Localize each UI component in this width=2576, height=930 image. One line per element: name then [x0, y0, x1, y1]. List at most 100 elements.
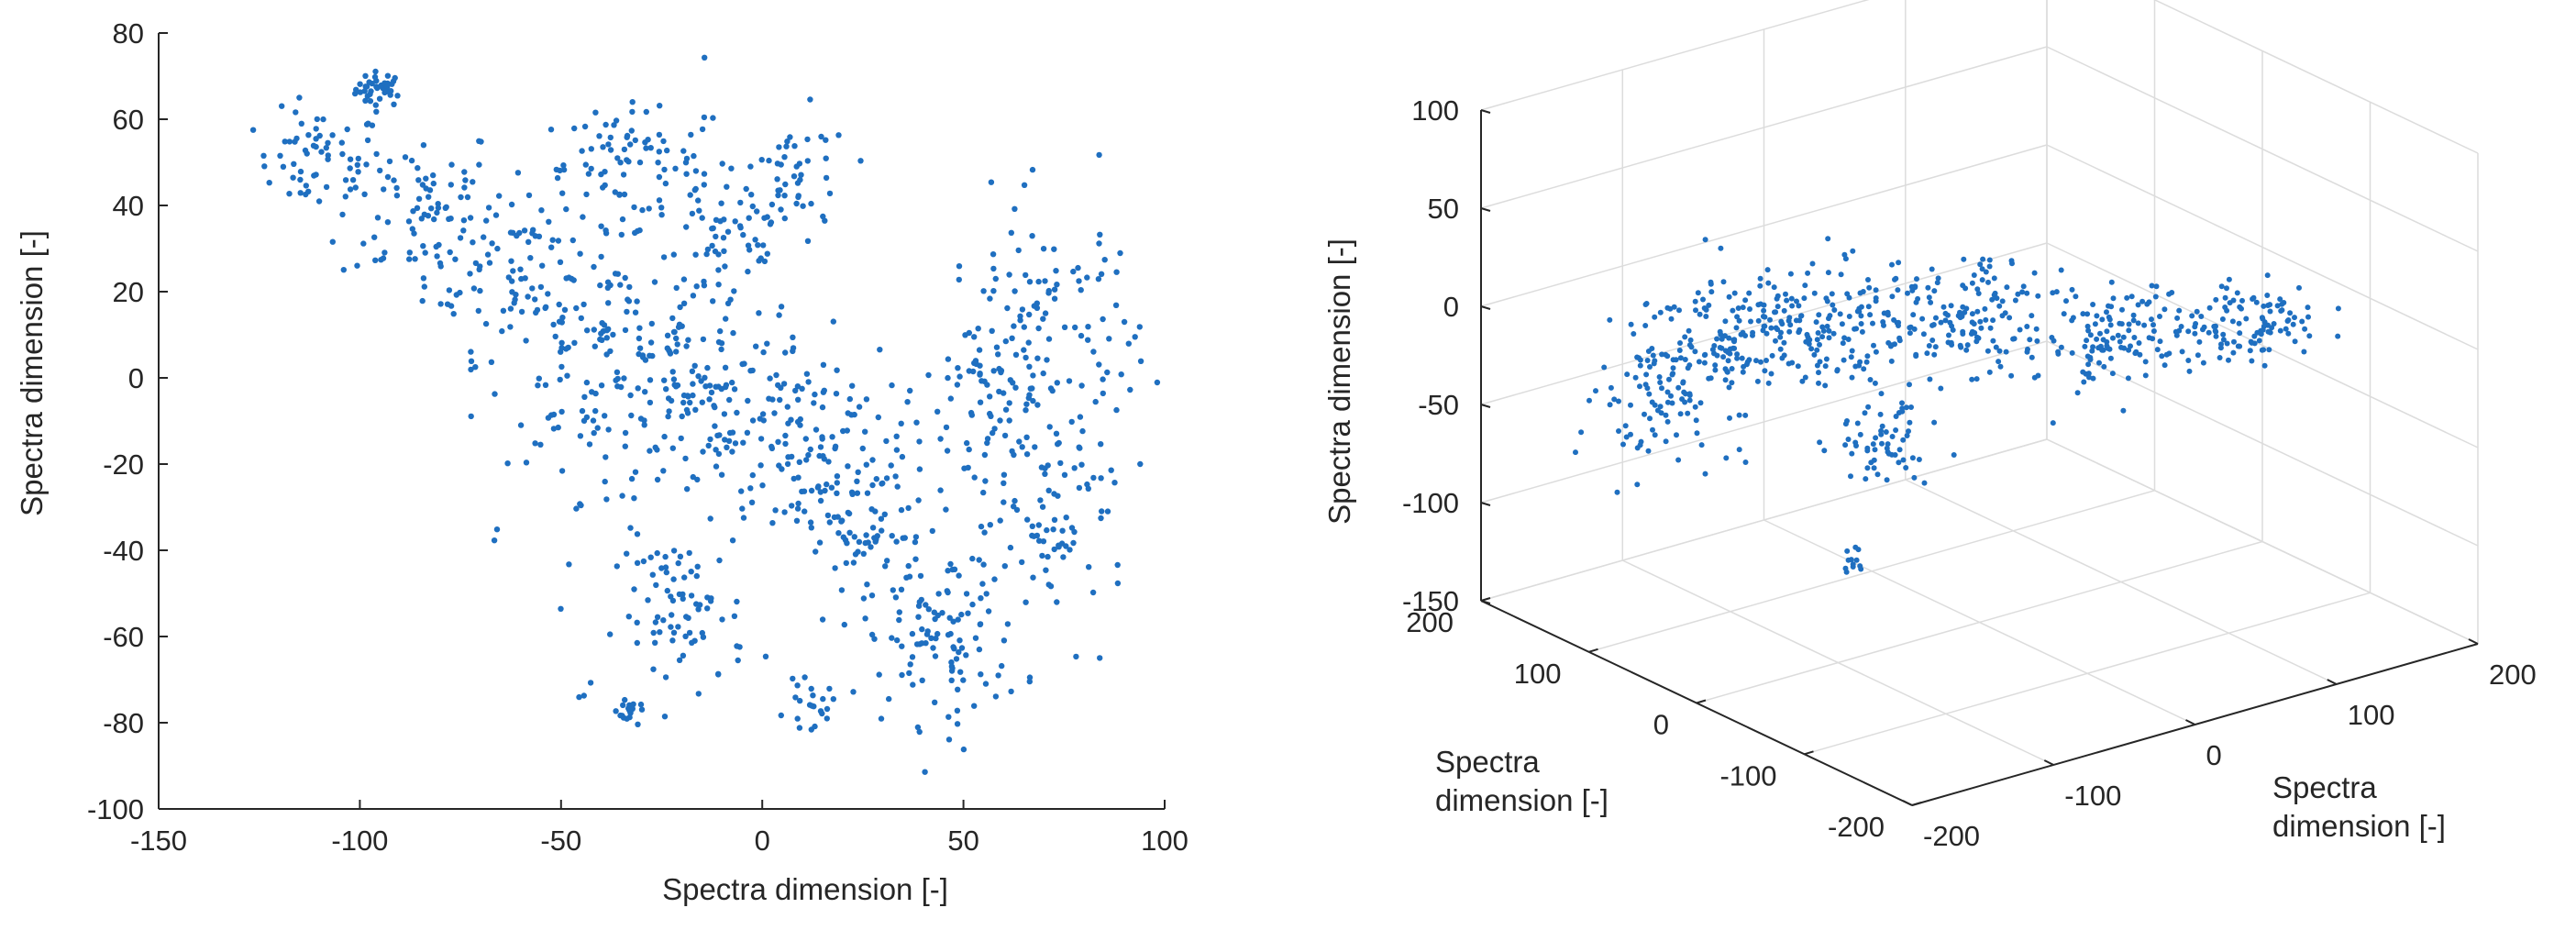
data-point	[701, 182, 707, 188]
data-point	[260, 152, 267, 159]
data-point	[2101, 363, 2107, 370]
z-tick-mark	[1480, 404, 1491, 408]
data-point	[755, 242, 761, 249]
data-point	[1973, 338, 1980, 345]
data-point	[689, 368, 696, 374]
data-point	[1098, 515, 1104, 522]
data-point	[437, 260, 444, 267]
data-point	[691, 152, 697, 160]
data-point	[664, 147, 670, 154]
data-point	[1896, 335, 1903, 341]
data-point	[923, 602, 929, 608]
data-point	[968, 412, 976, 418]
data-point	[1698, 442, 1705, 448]
data-point	[1892, 276, 1897, 282]
data-point	[716, 557, 723, 564]
data-point	[945, 374, 951, 382]
data-point	[635, 385, 641, 392]
data-point	[980, 489, 987, 496]
data-point	[984, 436, 991, 442]
data-point	[909, 630, 916, 637]
data-point	[916, 438, 923, 445]
data-point	[978, 523, 985, 530]
data-point	[1873, 349, 1879, 355]
data-point	[1664, 399, 1671, 405]
data-point	[1802, 374, 1808, 381]
data-point	[995, 672, 1001, 679]
data-point	[823, 137, 829, 143]
data-point	[1849, 450, 1855, 457]
data-point	[977, 621, 984, 627]
data-point	[1857, 290, 1863, 296]
data-point	[1771, 284, 1777, 291]
data-point	[374, 215, 381, 221]
data-point	[580, 417, 588, 424]
data-point	[983, 591, 989, 597]
data-point	[362, 83, 369, 90]
data-point	[835, 530, 842, 537]
data-point	[1106, 336, 1112, 342]
data-point	[740, 439, 746, 446]
y-tick-label: 0	[1653, 709, 1669, 741]
data-point	[352, 184, 359, 191]
data-point	[665, 413, 671, 420]
data-point	[2153, 283, 2160, 290]
data-point	[547, 127, 555, 133]
data-point	[476, 161, 482, 168]
data-point	[1712, 367, 1719, 373]
data-point	[261, 163, 268, 170]
z-tick-label: -150	[1402, 585, 1459, 617]
data-point	[1030, 372, 1036, 379]
data-point	[1623, 434, 1630, 440]
data-point	[1742, 297, 1749, 304]
data-point	[313, 136, 319, 142]
data-point	[555, 424, 561, 431]
data-point	[349, 177, 357, 183]
data-point	[2085, 361, 2092, 368]
data-point	[1063, 515, 1069, 521]
data-point	[305, 188, 312, 194]
data-point	[2108, 304, 2115, 310]
data-point	[614, 369, 621, 375]
data-point	[955, 365, 961, 371]
data-point	[361, 191, 368, 197]
data-point	[2213, 296, 2219, 303]
data-point	[950, 644, 956, 650]
data-point	[819, 616, 826, 623]
data-point	[545, 291, 551, 297]
data-point	[1758, 359, 1763, 365]
data-point	[2185, 358, 2192, 363]
data-point	[737, 225, 744, 231]
data-point	[512, 296, 518, 303]
data-point	[482, 320, 490, 327]
data-point	[2178, 324, 2184, 329]
data-point	[571, 339, 578, 346]
data-point	[297, 168, 304, 175]
data-point	[1096, 361, 1102, 368]
data-point	[1098, 475, 1104, 482]
data-point	[1992, 290, 1998, 296]
data-point	[1114, 580, 1122, 587]
data-point	[507, 305, 514, 312]
data-point	[1637, 362, 1643, 369]
data-point	[841, 621, 847, 628]
data-point	[796, 459, 802, 465]
data-point	[2136, 340, 2142, 346]
data-point	[795, 500, 802, 507]
data-point	[846, 510, 853, 517]
data-point	[1026, 674, 1034, 681]
data-point	[1763, 358, 1769, 363]
data-point	[629, 99, 636, 105]
data-point	[694, 563, 701, 570]
data-point	[648, 320, 655, 327]
data-point	[607, 282, 614, 289]
data-point	[577, 250, 583, 257]
data-point	[1053, 430, 1060, 437]
data-point	[656, 173, 663, 181]
data-point	[1045, 462, 1051, 469]
data-point	[587, 680, 594, 686]
data-point	[1859, 328, 1865, 335]
data-point	[1642, 323, 1649, 328]
data-point	[1855, 547, 1862, 553]
